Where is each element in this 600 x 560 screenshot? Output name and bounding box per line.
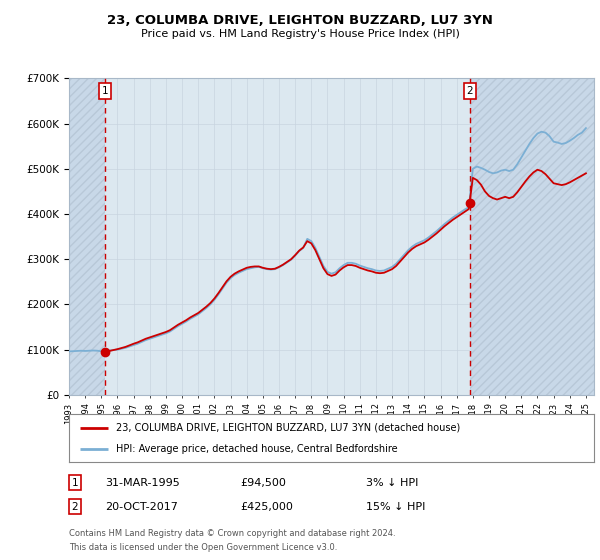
Text: Price paid vs. HM Land Registry's House Price Index (HPI): Price paid vs. HM Land Registry's House … — [140, 29, 460, 39]
Text: £94,500: £94,500 — [240, 478, 286, 488]
Text: 31-MAR-1995: 31-MAR-1995 — [105, 478, 180, 488]
Text: Contains HM Land Registry data © Crown copyright and database right 2024.: Contains HM Land Registry data © Crown c… — [69, 529, 395, 538]
Text: 2: 2 — [71, 502, 79, 512]
Text: HPI: Average price, detached house, Central Bedfordshire: HPI: Average price, detached house, Cent… — [116, 444, 398, 454]
Text: 23, COLUMBA DRIVE, LEIGHTON BUZZARD, LU7 3YN (detached house): 23, COLUMBA DRIVE, LEIGHTON BUZZARD, LU7… — [116, 423, 461, 433]
Text: This data is licensed under the Open Government Licence v3.0.: This data is licensed under the Open Gov… — [69, 543, 337, 552]
Text: 15% ↓ HPI: 15% ↓ HPI — [366, 502, 425, 512]
Text: £425,000: £425,000 — [240, 502, 293, 512]
Text: 23, COLUMBA DRIVE, LEIGHTON BUZZARD, LU7 3YN: 23, COLUMBA DRIVE, LEIGHTON BUZZARD, LU7… — [107, 14, 493, 27]
Text: 20-OCT-2017: 20-OCT-2017 — [105, 502, 178, 512]
Text: 1: 1 — [71, 478, 79, 488]
Text: 2: 2 — [466, 86, 473, 96]
Text: 3% ↓ HPI: 3% ↓ HPI — [366, 478, 418, 488]
Text: 1: 1 — [102, 86, 109, 96]
